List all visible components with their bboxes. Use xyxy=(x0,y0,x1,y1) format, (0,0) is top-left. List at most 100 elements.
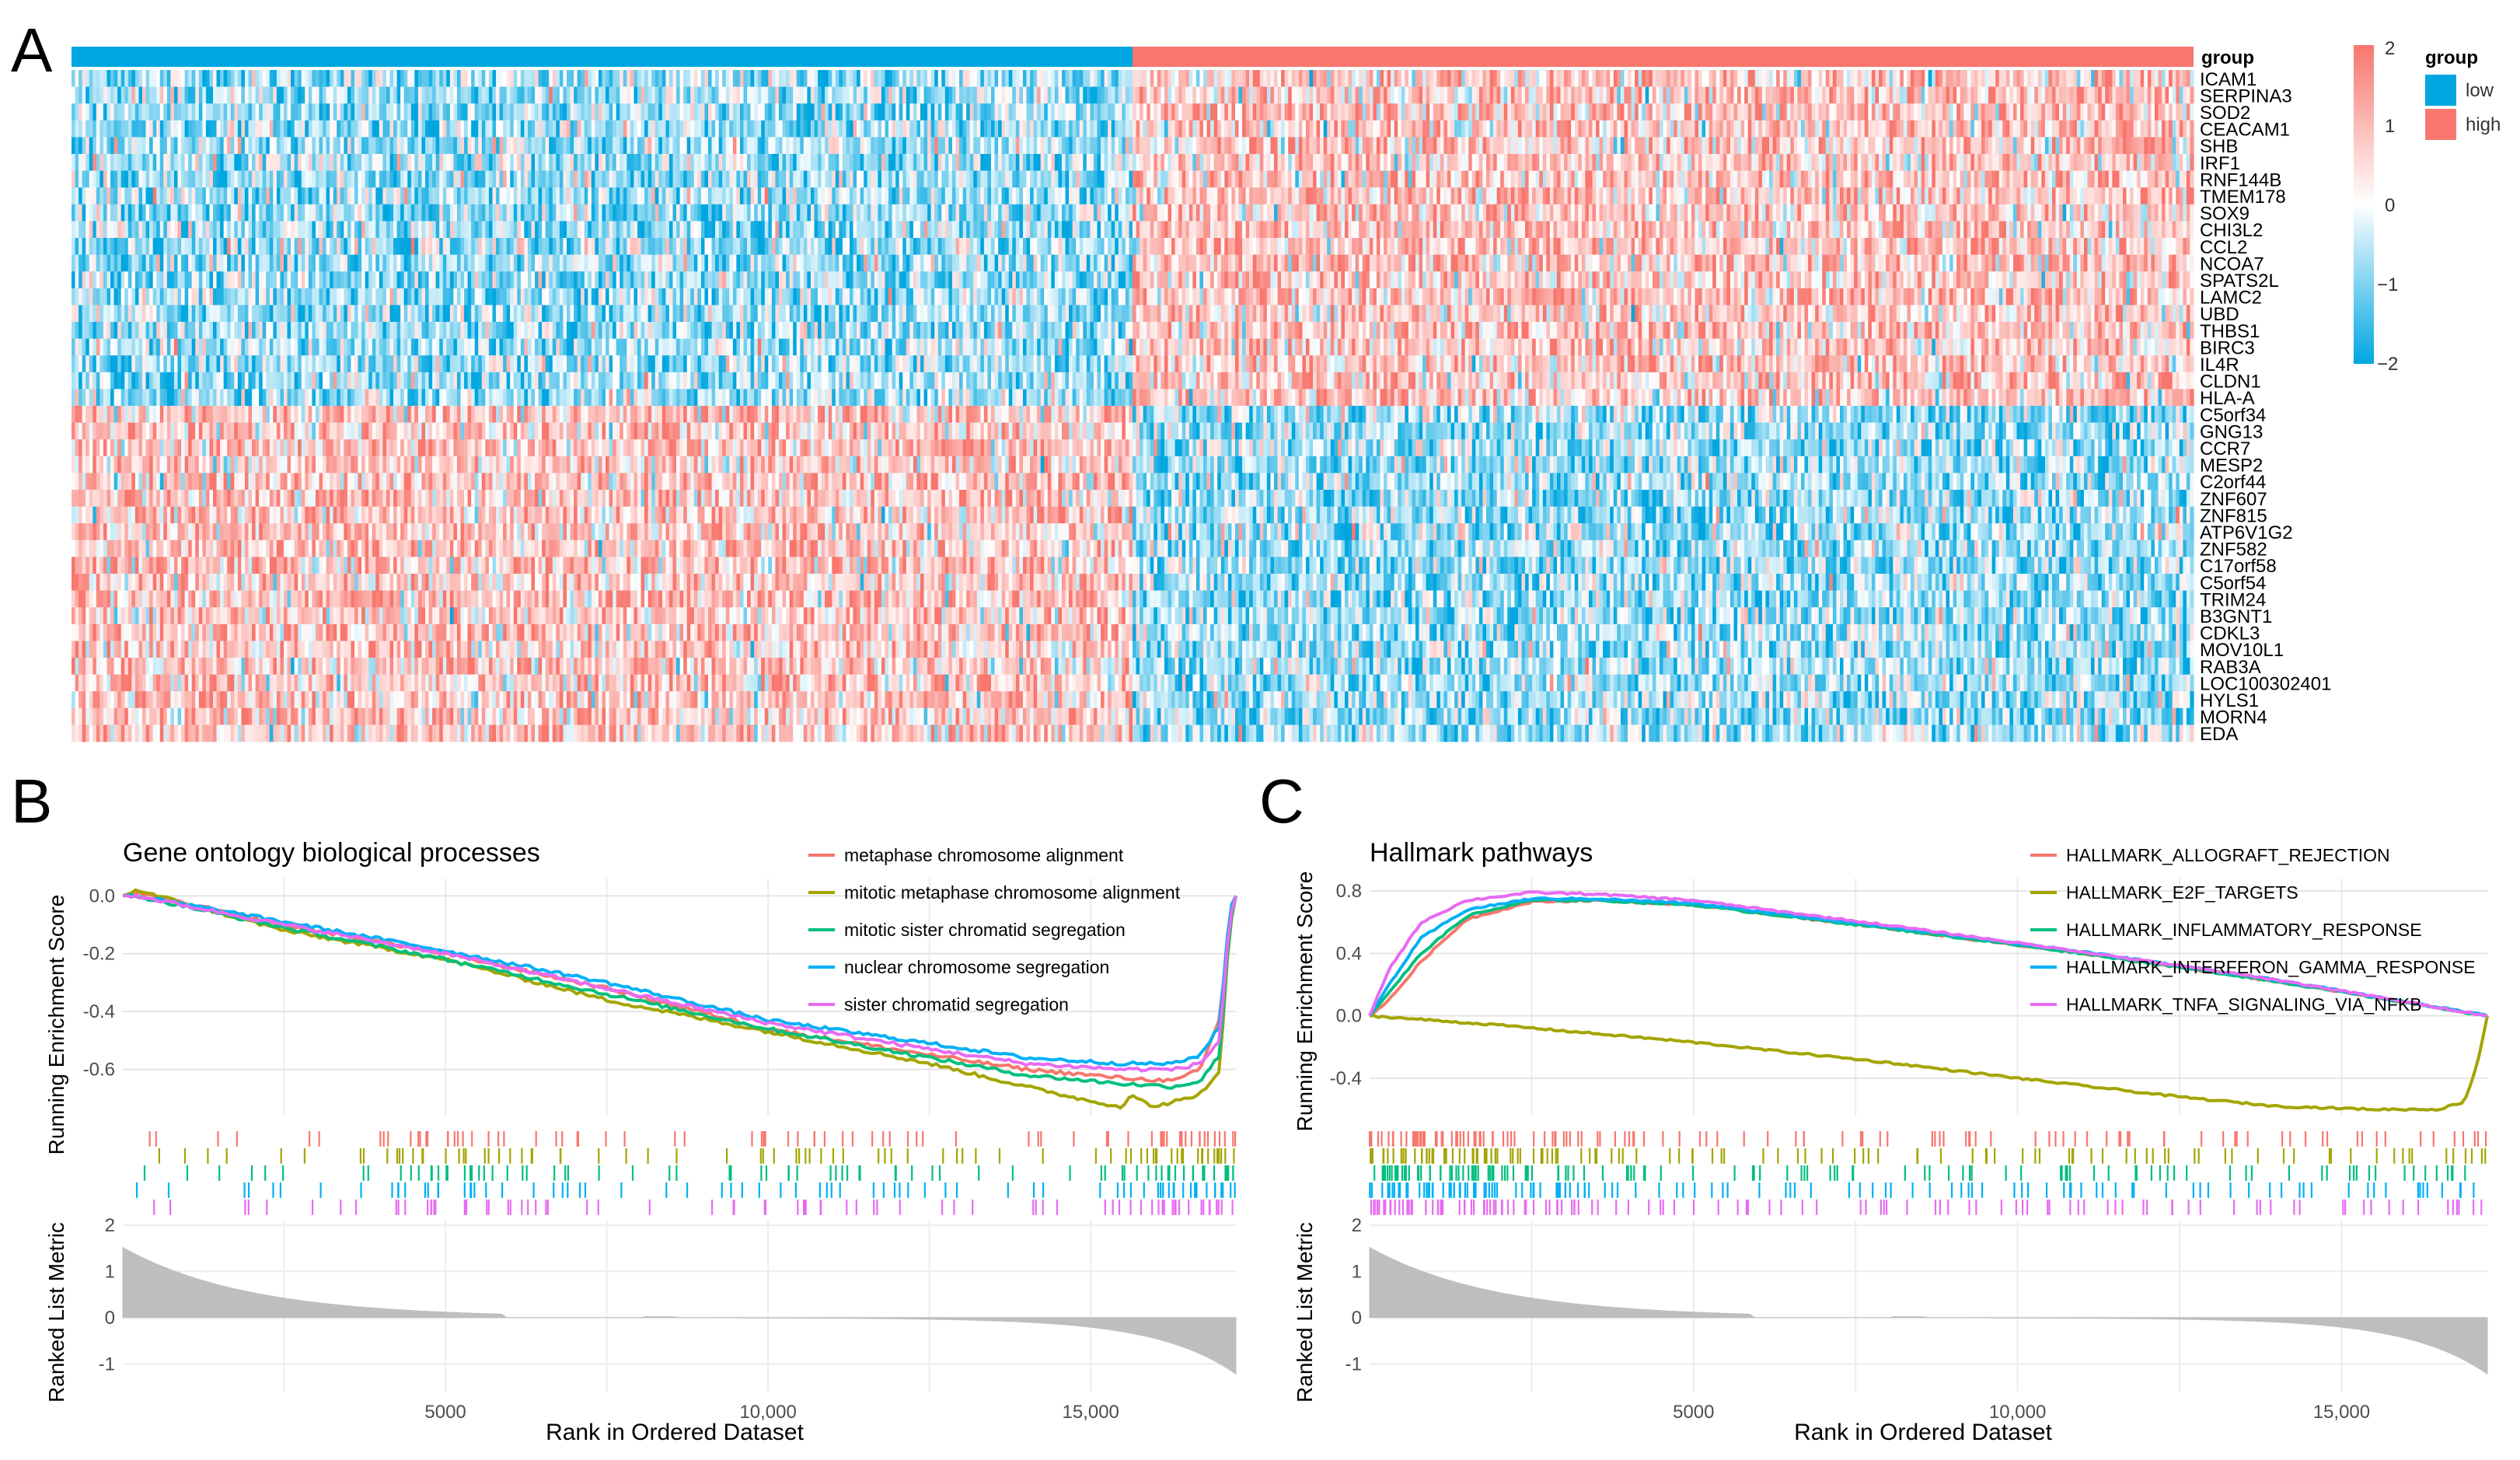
annotation-label: group xyxy=(2201,47,2254,68)
gene-label: ZNF815 xyxy=(2200,505,2267,526)
gene-label: ATP6V1G2 xyxy=(2200,522,2293,543)
es-tick-label: 0.0 xyxy=(89,885,115,906)
gene-label: EDA xyxy=(2200,724,2238,745)
x-tick-labels: 5000 10,000 15,000 xyxy=(1673,1402,2370,1423)
group-legend-swatch-low xyxy=(2425,75,2456,106)
legend-label: HALLMARK_E2F_TARGETS xyxy=(2066,882,2298,903)
ranked-metric-area xyxy=(122,1246,1237,1375)
group-legend-label-low: low xyxy=(2466,80,2494,101)
gene-label: LAMC2 xyxy=(2200,288,2262,309)
y-axis-label-es: Running Enrichment Score xyxy=(1293,871,1317,1132)
legend-label: HALLMARK_ALLOGRAFT_REJECTION xyxy=(2066,845,2390,865)
es-tick-label: -0.4 xyxy=(1330,1068,1362,1089)
gene-label: RNF144B xyxy=(2200,169,2281,190)
hit-rug xyxy=(1368,1131,2487,1215)
scale-tick-label: −2 xyxy=(2377,354,2398,375)
es-tick-labels: 0.8 0.4 0.0 -0.4 xyxy=(1330,881,1362,1089)
gene-label: CCL2 xyxy=(2200,237,2247,258)
gene-label: CCR7 xyxy=(2200,438,2250,459)
es-tick-label: 0.0 xyxy=(1336,1006,1362,1027)
gene-label: GNG13 xyxy=(2200,421,2263,442)
group-legend-swatch-high xyxy=(2425,109,2456,140)
gene-label: C5orf34 xyxy=(2200,405,2266,426)
es-line-series-5 xyxy=(1368,890,2488,1018)
color-scale-bar xyxy=(2354,45,2374,364)
metric-tick-label: 1 xyxy=(105,1261,115,1282)
gene-label: TMEM178 xyxy=(2200,187,2286,208)
annotation-high xyxy=(1133,47,2194,67)
es-tick-label: -0.4 xyxy=(83,1001,115,1022)
gene-label: SPATS2L xyxy=(2200,271,2279,292)
group-legend: group low high xyxy=(2425,47,2501,140)
legend-label: HALLMARK_INTERFERON_GAMMA_RESPONSE xyxy=(2066,957,2476,977)
gene-label: HYLS1 xyxy=(2200,690,2259,711)
gene-label: LOC100302401 xyxy=(2200,673,2331,694)
gene-label: B3GNT1 xyxy=(2200,606,2272,627)
es-line-series-2 xyxy=(1369,1014,2489,1112)
legend-label: metaphase chromosome alignment xyxy=(844,845,1124,865)
gsea-legend: metaphase chromosome alignment mitotic me… xyxy=(808,845,1181,1015)
es-line-series-3 xyxy=(122,892,1237,1090)
metric-tick-label: 0 xyxy=(105,1308,115,1329)
gene-label: HLA-A xyxy=(2200,388,2255,409)
gene-label: ZNF582 xyxy=(2200,540,2267,561)
x-tick-label: 10,000 xyxy=(739,1402,796,1423)
es-tick-labels: 0.0 -0.2 -0.4 -0.6 xyxy=(83,885,115,1080)
x-axis-label: Rank in Ordered Dataset xyxy=(1794,1420,2052,1445)
gene-label: MOV10L1 xyxy=(2200,640,2284,661)
gene-label: MORN4 xyxy=(2200,707,2267,728)
ranked-metric xyxy=(122,1246,1237,1375)
metric-tick-label: 2 xyxy=(1352,1215,1362,1236)
legend-label: HALLMARK_INFLAMMATORY_RESPONSE xyxy=(2066,920,2422,940)
scale-tick-label: 1 xyxy=(2385,116,2395,137)
ranked-metric xyxy=(1369,1246,2488,1375)
metric-tick-labels: 2 1 0 -1 xyxy=(99,1215,115,1374)
metric-tick-label: -1 xyxy=(99,1353,115,1374)
gene-label: CHI3L2 xyxy=(2200,220,2263,241)
heatmap-cells xyxy=(72,70,2194,742)
panel-label-a: A xyxy=(11,16,53,85)
es-lines xyxy=(1368,890,2489,1112)
x-tick-label: 15,000 xyxy=(1063,1402,1119,1423)
group-legend-label-high: high xyxy=(2466,114,2501,135)
color-scale-legend: 2 1 0 −1 −2 xyxy=(2354,38,2398,375)
es-tick-label: 0.4 xyxy=(1336,943,1362,964)
es-tick-label: -0.2 xyxy=(83,944,115,965)
metric-tick-label: 1 xyxy=(1352,1261,1362,1282)
gene-label: ICAM1 xyxy=(2200,69,2256,90)
panel-label-c: C xyxy=(1259,767,1304,836)
panel-label-b: B xyxy=(11,767,52,836)
x-tick-labels: 5000 10,000 15,000 xyxy=(424,1402,1119,1423)
y-axis-label-metric: Ranked List Metric xyxy=(1293,1222,1317,1402)
gsea-panel-c: Hallmark pathways 0.8 0.4 0.0 -0.4 2 1 0 -1 50… xyxy=(1293,838,2489,1445)
metric-tick-label: 2 xyxy=(105,1215,115,1236)
gene-label: BIRC3 xyxy=(2200,337,2255,358)
group-annotation-bar xyxy=(72,47,2194,67)
gene-label: IRF1 xyxy=(2200,153,2240,174)
gene-label: TRIM24 xyxy=(2200,589,2266,610)
gene-labels: ICAM1SERPINA3SOD2CEACAM1SHBIRF1RNF144BTM… xyxy=(2200,69,2331,745)
gene-label: ZNF607 xyxy=(2200,489,2267,510)
x-axis-label: Rank in Ordered Dataset xyxy=(546,1420,804,1445)
metric-tick-label: -1 xyxy=(1346,1353,1362,1374)
gene-label: C5orf54 xyxy=(2200,573,2266,594)
annotation-low xyxy=(72,47,1133,67)
es-line-series-2 xyxy=(122,888,1237,1110)
metric-tick-labels: 2 1 0 -1 xyxy=(1346,1215,1362,1374)
gene-label: MESP2 xyxy=(2200,456,2263,477)
gene-label: CDKL3 xyxy=(2200,623,2260,644)
hit-rug xyxy=(136,1131,1237,1215)
es-grid xyxy=(1370,878,2487,1392)
scale-tick-label: 2 xyxy=(2385,38,2395,59)
x-tick-label: 5000 xyxy=(1673,1402,1714,1423)
gene-label: SERPINA3 xyxy=(2200,86,2292,107)
gene-label: C17orf58 xyxy=(2200,556,2277,577)
gene-label: CLDN1 xyxy=(2200,372,2261,393)
legend-label: HALLMARK_TNFA_SIGNALING_VIA_NFKB xyxy=(2066,994,2422,1015)
ranked-metric-area xyxy=(1369,1246,2488,1375)
es-lines xyxy=(122,888,1237,1110)
scale-tick-label: 0 xyxy=(2385,195,2395,216)
legend-label: sister chromatid segregation xyxy=(844,994,1069,1015)
group-legend-title: group xyxy=(2425,47,2478,68)
es-line-series-4 xyxy=(122,893,1237,1067)
